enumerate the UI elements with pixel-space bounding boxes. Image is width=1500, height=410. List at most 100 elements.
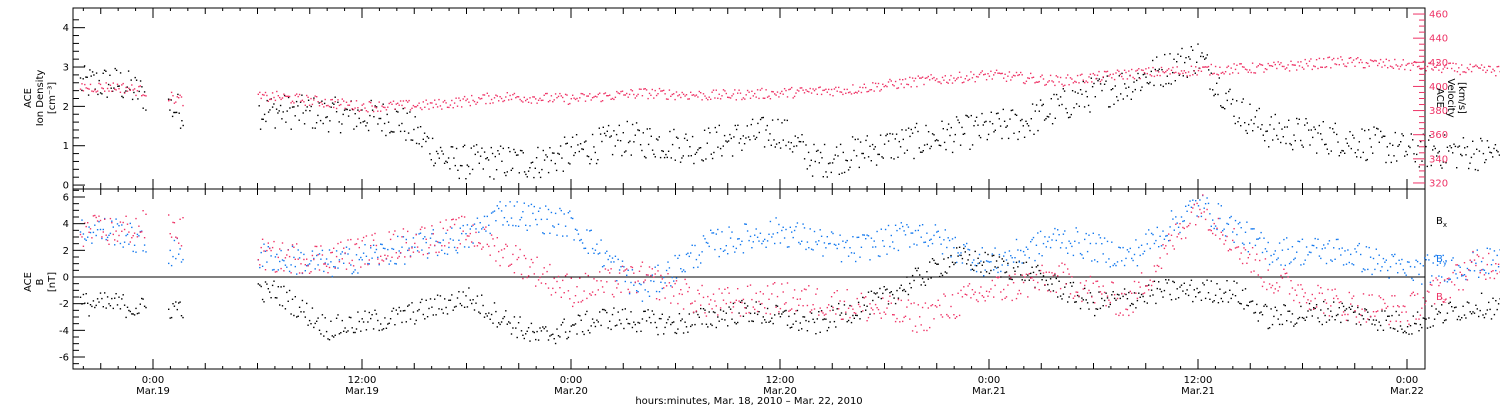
data-point <box>111 297 113 300</box>
data-point <box>1196 74 1198 76</box>
data-point <box>617 139 619 141</box>
data-point <box>276 253 278 256</box>
data-point <box>1114 85 1116 87</box>
data-point <box>522 152 524 154</box>
data-point <box>357 272 359 274</box>
data-point <box>859 86 861 88</box>
data-point <box>173 102 176 104</box>
data-point <box>520 330 523 332</box>
data-point <box>1075 301 1077 303</box>
data-point <box>415 106 417 108</box>
data-point <box>105 238 107 241</box>
data-point <box>1105 71 1107 73</box>
data-point <box>494 155 496 158</box>
data-point <box>984 251 986 254</box>
data-point <box>751 247 753 249</box>
data-point <box>1311 68 1313 71</box>
data-point <box>388 263 390 265</box>
data-point <box>981 70 983 72</box>
data-point <box>566 338 568 340</box>
data-point <box>1041 74 1043 76</box>
data-point <box>1081 93 1083 95</box>
top-right-ylabel-1: ACE <box>1434 88 1445 108</box>
data-point <box>485 158 487 160</box>
data-point <box>508 321 510 323</box>
data-point <box>511 167 514 170</box>
data-point <box>1119 297 1121 300</box>
data-point <box>1482 152 1485 155</box>
data-point <box>499 323 501 326</box>
data-point <box>823 242 826 244</box>
data-point <box>306 265 308 267</box>
data-point <box>735 128 738 131</box>
data-point <box>94 224 96 226</box>
data-point <box>1476 65 1478 68</box>
data-point <box>277 286 279 288</box>
data-point <box>973 269 975 272</box>
data-point <box>274 127 276 129</box>
data-point <box>701 323 703 325</box>
data-point <box>263 301 265 303</box>
data-point <box>109 84 112 86</box>
data-point <box>530 102 533 104</box>
data-point <box>913 279 915 282</box>
data-point <box>392 307 395 310</box>
data-point <box>1078 105 1080 107</box>
data-point <box>847 255 850 257</box>
data-point <box>593 321 595 324</box>
data-point <box>813 143 815 146</box>
data-point <box>574 152 576 154</box>
data-point <box>101 237 103 240</box>
data-point <box>481 147 483 149</box>
data-point <box>448 299 450 301</box>
data-point <box>344 107 346 110</box>
data-point <box>570 146 572 148</box>
data-point <box>322 122 324 125</box>
data-point <box>1415 323 1417 325</box>
data-point <box>320 258 322 260</box>
data-point <box>1092 72 1094 75</box>
data-point <box>577 314 580 316</box>
data-point <box>623 327 625 330</box>
data-point <box>691 244 693 246</box>
data-point <box>684 321 686 323</box>
data-point <box>1220 72 1222 74</box>
data-point <box>552 101 554 103</box>
data-point <box>553 338 555 340</box>
data-point <box>991 253 993 255</box>
data-point <box>1169 53 1171 55</box>
data-point <box>667 150 670 152</box>
data-point <box>586 95 588 97</box>
data-point <box>590 158 592 161</box>
data-point <box>785 228 787 231</box>
data-point <box>1142 73 1144 76</box>
data-point <box>1110 89 1112 91</box>
data-point <box>1003 260 1005 262</box>
data-point <box>789 327 791 329</box>
data-point <box>1217 302 1220 304</box>
data-point <box>846 160 848 162</box>
data-point <box>1466 301 1469 303</box>
data-point <box>1302 146 1304 148</box>
data-point <box>1187 294 1190 297</box>
data-point <box>1199 291 1201 293</box>
data-point <box>171 115 174 118</box>
data-point <box>288 270 291 273</box>
data-point <box>787 141 790 143</box>
data-point <box>833 320 836 323</box>
data-point <box>1059 96 1062 98</box>
data-point <box>1234 295 1237 297</box>
data-point <box>1118 294 1120 296</box>
data-point <box>576 333 578 335</box>
data-point <box>753 135 755 137</box>
data-point <box>644 289 646 291</box>
data-point <box>1398 68 1400 70</box>
data-point <box>493 178 495 180</box>
data-point <box>856 92 858 94</box>
data-point <box>1293 325 1295 327</box>
data-point <box>1283 304 1285 306</box>
data-point <box>664 326 666 329</box>
data-point <box>395 309 397 311</box>
data-point <box>432 106 434 109</box>
data-point <box>93 74 95 76</box>
